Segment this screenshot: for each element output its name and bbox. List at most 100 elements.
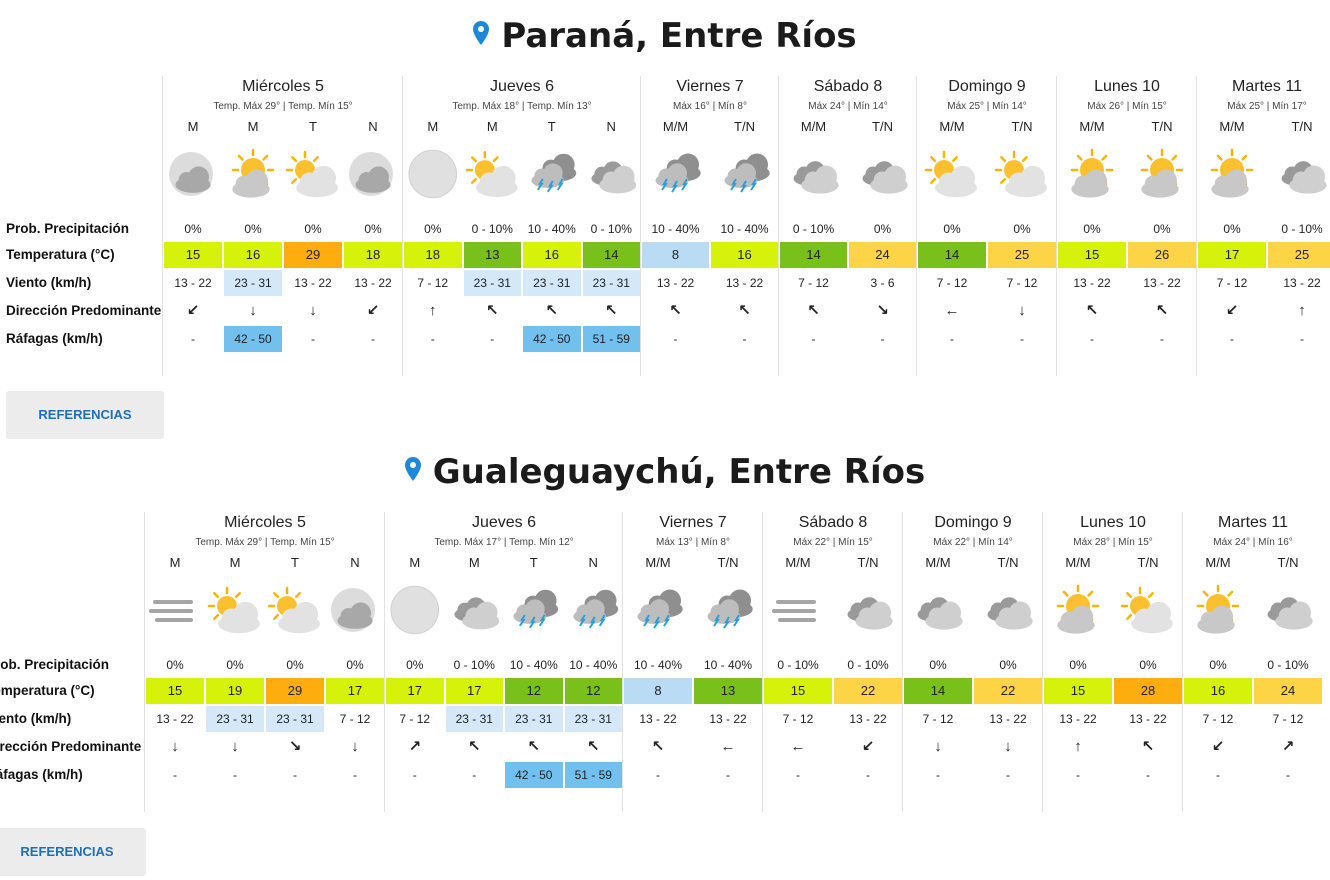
storm-icon	[641, 144, 710, 204]
forecast-section-parana: Paraná, Entre Ríos Prob. Precipitación T…	[0, 14, 1330, 444]
day-name: Jueves 6	[489, 78, 555, 95]
precip-prob-cell: 0%	[286, 658, 304, 672]
precip-prob-cell: 0%	[364, 222, 382, 236]
period-column: M/M 0 - 10% 15 7 - 12 ← -	[763, 512, 833, 812]
period-column: M/M 0% 15 13 - 22 ↑ -	[1043, 512, 1113, 812]
temperature-cell: 14	[780, 242, 847, 268]
period-label: T/N	[1151, 119, 1173, 134]
precip-prob-cell: 10 - 40%	[569, 658, 618, 672]
day-column: Jueves 6 Temp. Máx 17° | Temp. Mín 12° M 0%…	[384, 512, 623, 812]
temperature-cell: 15	[1044, 678, 1112, 704]
wind-cell: 23 - 31	[564, 706, 622, 732]
period-column: M/M 0% 14 7 - 12 ← -	[917, 76, 987, 376]
temperature-cell: 22	[834, 678, 902, 704]
wind-cell: 13 - 22	[294, 276, 332, 290]
wind-cell: 7 - 12	[936, 276, 968, 290]
precip-prob-cell: 0 - 10%	[777, 658, 819, 672]
wind-cell: 13 - 22	[1059, 712, 1097, 726]
precip-prob-cell: 0%	[1223, 222, 1241, 236]
gust-cell: -	[950, 332, 954, 346]
period-label: M	[229, 555, 241, 570]
period-label: M	[486, 119, 498, 134]
partly-cloudy-icon	[463, 144, 523, 204]
label-gust: Ráfagas (km/h)	[0, 767, 83, 782]
period-column: T/N 10 - 40% 13 13 - 22 ← -	[693, 512, 763, 812]
precip-prob-cell: 0%	[184, 222, 202, 236]
period-label: T	[291, 555, 299, 570]
temperature-cell: 17	[326, 678, 384, 704]
day-column: Martes 11 Máx 24° | Mín 16° M/M 0% 16 7 - 12 ↙…	[1182, 512, 1323, 812]
period-column: M/M 0% 17 7 - 12 ↙ -	[1197, 76, 1267, 376]
temperature-cell: 12	[505, 678, 563, 704]
wind-cell: 23 - 31	[463, 270, 521, 296]
temperature-cell: 16	[1184, 678, 1252, 704]
period-label: T	[547, 119, 556, 134]
period-label: M/M	[1219, 119, 1245, 134]
gust-cell: -	[371, 332, 375, 346]
period-column: T 0% 29 13 - 22 ↓ -	[283, 76, 343, 376]
cloudy-icon	[848, 144, 917, 204]
day-column: Domingo 9 Máx 25° | Mín 14° M/M 0% 14 7 - 12 ←…	[916, 76, 1057, 376]
period-label: T/N	[857, 555, 879, 570]
wind-direction-cell: ←	[790, 738, 806, 755]
wind-direction-cell: ↗	[408, 738, 422, 755]
wind-direction-cell: ↓	[171, 738, 179, 755]
wind-cell: 23 - 31	[206, 706, 264, 732]
partly-sunny-icon	[1057, 144, 1127, 204]
day-column: Jueves 6 Temp. Máx 18° | Temp. Mín 13° M 0%…	[402, 76, 641, 376]
temperature-cell: 25	[988, 242, 1056, 268]
gust-cell: -	[656, 768, 660, 782]
day-temp-range: Temp. Máx 18° | Temp. Mín 13°	[452, 101, 592, 112]
wind-cell: 7 - 12	[922, 712, 954, 726]
temperature-cell: 13	[463, 242, 521, 268]
temperature-cell: 22	[974, 678, 1042, 704]
cloudy-icon	[903, 580, 973, 640]
precip-prob-cell: 0%	[1153, 222, 1171, 236]
storm-icon	[504, 580, 564, 640]
wind-cell: 7 - 12	[1216, 276, 1248, 290]
precip-prob-cell: 10 - 40%	[633, 658, 683, 672]
temperature-cell: 17	[386, 678, 444, 704]
wind-cell: 13 - 22	[709, 712, 747, 726]
day-name: Viernes 7	[659, 514, 727, 531]
wind-direction-cell: ↑	[1298, 302, 1306, 319]
references-button[interactable]: REFERENCIAS	[6, 391, 164, 439]
period-label: M/M	[1205, 555, 1231, 570]
precip-prob-cell: 0%	[1069, 658, 1087, 672]
wind-cell: 7 - 12	[417, 276, 449, 290]
label-wind: Viento (km/h)	[6, 275, 92, 290]
wind-direction-cell: ↖	[807, 302, 820, 319]
day-temp-range: Máx 16° | Mín 8°	[673, 101, 747, 112]
wind-cell: 13 - 22	[849, 712, 887, 726]
period-label: N	[606, 119, 616, 134]
period-column: M 0% 18 7 - 12 ↑ -	[403, 76, 463, 376]
cloudy-icon	[1267, 144, 1330, 204]
wind-cell: 13 - 22	[1143, 276, 1181, 290]
wind-direction-cell: ←	[944, 302, 960, 319]
gust-cell: 51 - 59	[564, 762, 622, 788]
partly-cloudy-icon	[917, 144, 987, 204]
period-label: T/N	[997, 555, 1019, 570]
period-column: N 0% 18 13 - 22 ↙ -	[343, 76, 403, 376]
label-dir: Dirección Predominante	[0, 739, 142, 754]
gust-cell: -	[311, 332, 315, 346]
day-name: Miércoles 5	[224, 514, 306, 531]
gust-cell: -	[430, 332, 435, 346]
temperature-cell: 24	[849, 242, 916, 268]
period-label: M/M	[662, 119, 689, 134]
precip-prob-cell: 0 - 10%	[471, 222, 513, 236]
gust-cell: -	[412, 768, 417, 782]
gust-cell: -	[880, 332, 885, 346]
references-button[interactable]: REFERENCIAS	[0, 828, 146, 876]
period-column: T/N 0% 24 3 - 6 ↘ -	[848, 76, 917, 376]
day-column: Domingo 9 Máx 22° | Mín 14° M/M 0% 14 7 - 12 ↓…	[902, 512, 1043, 812]
wind-cell: 7 - 12	[339, 712, 371, 726]
period-column: T 10 - 40% 12 23 - 31 ↖ 42 - 50	[504, 512, 564, 812]
period-label: N	[368, 119, 378, 134]
wind-direction-cell: ↙	[861, 738, 875, 755]
fog-icon	[145, 580, 205, 640]
precip-prob-cell: 0%	[304, 222, 322, 236]
wind-direction-cell: ←	[720, 738, 736, 755]
day-temp-range: Temp. Máx 17° | Temp. Mín 12°	[434, 537, 574, 548]
label-dir: Dirección Predominante	[6, 303, 162, 318]
